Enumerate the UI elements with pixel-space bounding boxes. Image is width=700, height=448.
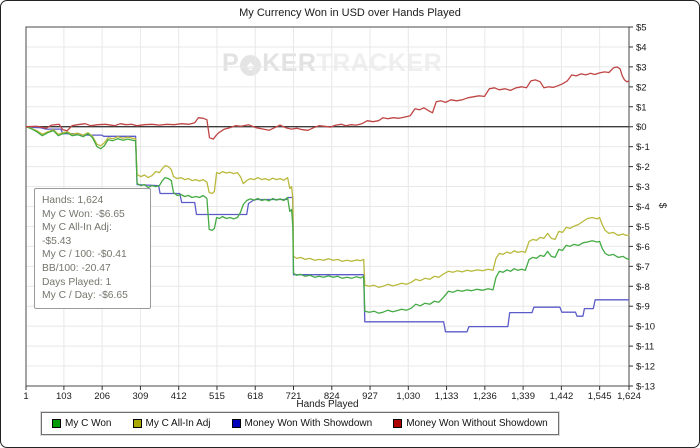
y-tick-label: $1	[636, 102, 647, 113]
series-line-my-c-all-in-adj	[25, 126, 630, 288]
x-tick-label: 103	[56, 391, 72, 402]
watermark-poker: P ♠ KER	[222, 49, 317, 77]
y-tick-label: $-12	[636, 362, 655, 373]
y-tick-label: $-8	[636, 282, 650, 293]
poker-chip-spade-icon: ♠	[240, 55, 262, 76]
y-tick-label: $2	[636, 82, 647, 93]
legend-swatch-icon	[231, 419, 241, 428]
x-tick-label: 927	[362, 391, 378, 402]
stat-line: Days Played: 1	[42, 276, 112, 288]
stat-line: My C / 100: -$0.41	[42, 249, 127, 261]
legend-swatch-icon	[132, 419, 142, 428]
x-tick-label: 1,236	[473, 391, 497, 402]
legend: My C Won My C All-In Adj Money Won With Sh…	[41, 412, 559, 435]
chart-title: My Currency Won in USD over Hands Played	[239, 7, 461, 19]
legend-label: My C All-In Adj	[145, 418, 211, 429]
legend-item[interactable]: My C All-In Adj	[132, 418, 211, 429]
stat-line: Hands: 1,624	[42, 195, 104, 206]
x-tick-label: 515	[209, 391, 225, 402]
series-line-money-won-without-showdown	[25, 66, 630, 140]
x-tick-label: 309	[133, 391, 149, 402]
x-tick-label: 824	[324, 391, 340, 402]
legend-swatch-icon	[393, 419, 403, 428]
y-tick-label: $-9	[636, 302, 650, 313]
y-tick-label: $-6	[636, 242, 650, 253]
series-line-my-c-won	[25, 126, 630, 314]
x-tick-label: 1,545	[588, 391, 612, 402]
x-tick-label: 721	[286, 391, 302, 402]
x-tick-label: 1,442	[549, 391, 573, 402]
stat-line: My C Won: -$6.65	[42, 208, 125, 220]
y-tick-label: $-1	[636, 142, 650, 153]
watermark-tracker: TRACKER	[316, 49, 443, 77]
y-tick-label: $-2	[636, 162, 650, 173]
y-tick-label: $5	[636, 23, 647, 34]
x-tick-label: 1	[23, 391, 28, 402]
y-tick-label: $-11	[636, 342, 654, 353]
y-tick-label: $-7	[636, 262, 650, 273]
legend-item[interactable]: My C Won	[52, 418, 112, 429]
x-tick-label: 1,133	[435, 391, 459, 402]
y-tick-label: $-4	[636, 202, 650, 213]
x-tick-label: 1,030	[396, 391, 420, 402]
y-tick-label: $-3	[636, 182, 650, 193]
x-tick-label: 1,624	[617, 391, 641, 402]
stat-line: BB/100: -20.47	[42, 262, 111, 274]
y-tick-label: $3	[636, 62, 647, 73]
x-tick-label: 618	[247, 391, 263, 402]
y-tick-label: $-13	[636, 382, 655, 393]
legend-label: Money Won Without Showdown	[406, 418, 548, 429]
legend-label: Money Won With Showdown	[244, 418, 373, 429]
legend-swatch-icon	[52, 419, 61, 428]
y-tick-label: $-5	[636, 222, 650, 233]
x-tick-label: 1,339	[511, 391, 535, 402]
legend-item[interactable]: Money Won With Showdown	[231, 418, 373, 429]
x-axis-title: Hands Played	[296, 399, 359, 410]
y-tick-label: $-10	[636, 322, 655, 333]
stat-line: My C All-In Adj: -$5.43	[42, 222, 112, 247]
legend-item[interactable]: Money Won Without Showdown	[393, 418, 548, 429]
legend-label: My C Won	[65, 418, 112, 429]
y-axis-title: $	[656, 202, 668, 209]
pokertracker-watermark: P ♠ KERTRACKER	[222, 49, 442, 79]
session-stats-box: Hands: 1,624 My C Won: -$6.65 My C All-In …	[34, 188, 151, 309]
x-tick-label: 412	[171, 391, 187, 402]
x-tick-label: 206	[94, 391, 110, 402]
stat-line: My C / Day: -$6.65	[42, 290, 128, 302]
y-tick-label: $0	[636, 122, 647, 133]
y-tick-label: $4	[636, 42, 647, 53]
